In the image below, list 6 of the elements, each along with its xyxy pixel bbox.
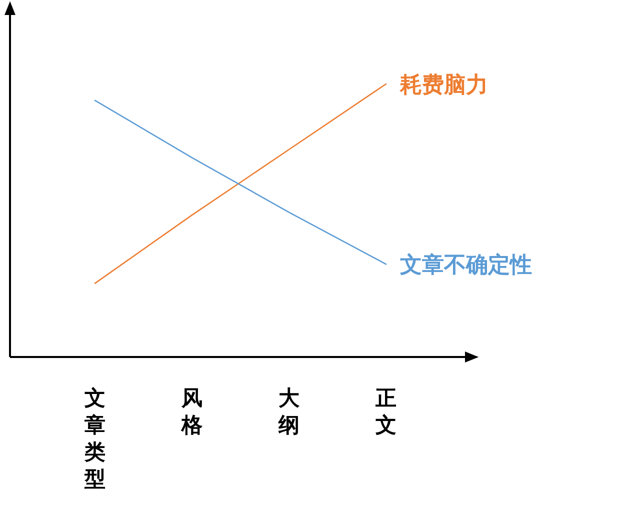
x-tick-label: 正文: [374, 386, 396, 437]
series-label: 文章不确定性: [399, 252, 532, 278]
x-tick-label: 风格: [180, 386, 204, 437]
x-tick-label: 文章类型: [84, 386, 106, 491]
series-label: 耗费脑力: [399, 72, 488, 98]
x-tick-label: 大纲: [278, 386, 300, 437]
